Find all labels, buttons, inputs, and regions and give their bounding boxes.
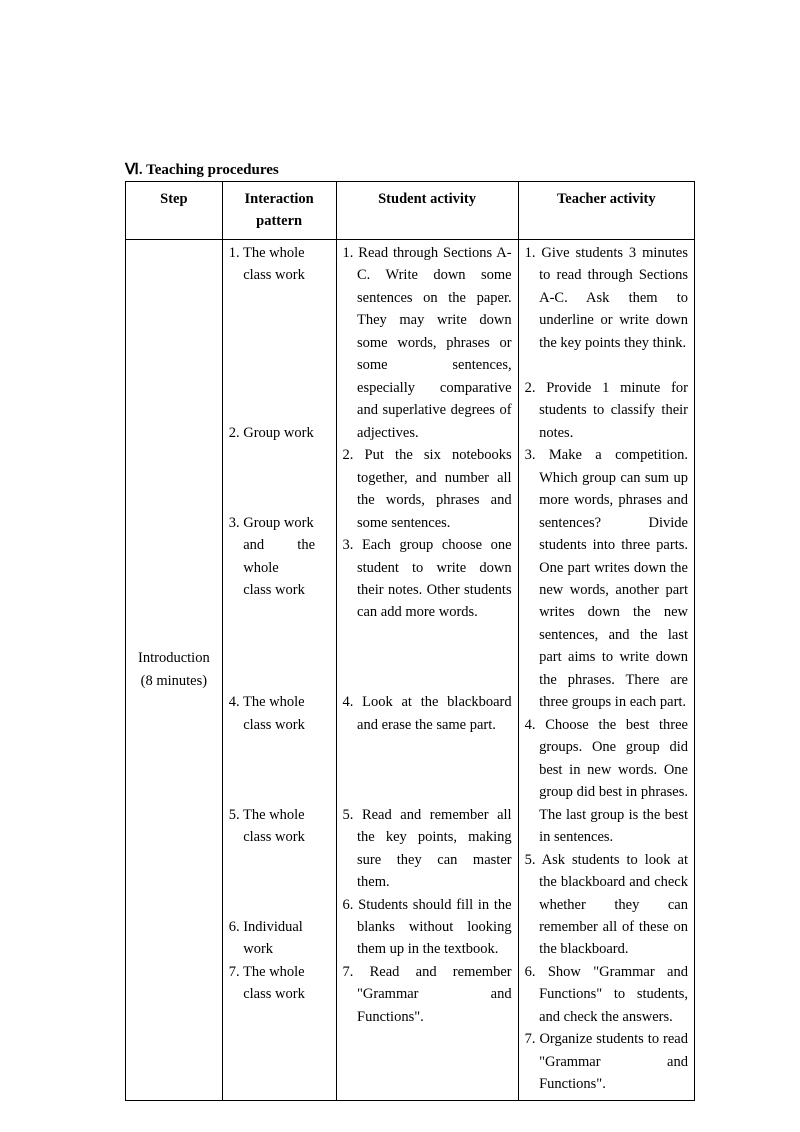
interaction-spacer <box>229 849 330 871</box>
teacher-item: 3. Make a competition. Which group can s… <box>525 444 688 714</box>
teacher-item: 7. Organize students to read "Grammar an… <box>525 1028 688 1095</box>
table-row: Introduction (8 minutes) 1. The whole cl… <box>126 239 695 1100</box>
interaction-spacer <box>229 669 330 691</box>
interaction-spacer <box>229 736 330 758</box>
col-student-header: Student activity <box>336 182 518 240</box>
interaction-spacer <box>229 759 330 781</box>
interaction-spacer <box>229 332 330 354</box>
col-teacher-header: Teacher activity <box>518 182 694 240</box>
interaction-spacer <box>343 646 512 668</box>
interaction-spacer <box>343 759 512 781</box>
interaction-spacer <box>343 736 512 758</box>
interaction-item: and the whole <box>229 534 330 579</box>
col-step-header: Step <box>126 182 223 240</box>
teacher-activity-cell: 1. Give students 3 minutes to read throu… <box>518 239 694 1100</box>
interaction-item: 3. Group work <box>229 512 330 534</box>
interaction-spacer <box>343 781 512 803</box>
interaction-item: class work <box>229 826 330 848</box>
student-activity-cell: 1. Read through Sections A-C. Write down… <box>336 239 518 1100</box>
interaction-spacer <box>229 354 330 376</box>
interaction-spacer <box>229 309 330 331</box>
interaction-cell: 1. The whole class work 2. Group work <box>222 239 336 1100</box>
interaction-item: class work <box>229 714 330 736</box>
interaction-spacer <box>229 287 330 309</box>
student-item: 3. Each group choose one student to writ… <box>343 534 512 624</box>
interaction-spacer <box>229 781 330 803</box>
interaction-item: 1. The whole <box>229 242 330 264</box>
interaction-spacer <box>229 377 330 399</box>
teacher-item: 4. Choose the best three groups. One gro… <box>525 714 688 849</box>
interaction-spacer <box>229 894 330 916</box>
interaction-spacer <box>229 489 330 511</box>
student-item: 7. Read and remember "Grammar and Functi… <box>343 961 512 1028</box>
interaction-spacer <box>229 467 330 489</box>
teacher-item: 2. Provide 1 minute for students to clas… <box>525 377 688 444</box>
step-cell: Introduction (8 minutes) <box>126 239 223 1100</box>
procedures-table: Step Interaction pattern Student activit… <box>125 181 695 1101</box>
interaction-spacer <box>525 354 688 376</box>
interaction-item: class work <box>229 264 330 286</box>
step-duration: (8 minutes) <box>132 670 216 692</box>
student-item: 6. Students should fill in the blanks wi… <box>343 894 512 961</box>
student-item: 1. Read through Sections A-C. Write down… <box>343 242 512 444</box>
table-header-row: Step Interaction pattern Student activit… <box>126 182 695 240</box>
teacher-item: 5. Ask students to look at the blackboar… <box>525 849 688 961</box>
interaction-item: work <box>229 938 330 960</box>
interaction-item: class work <box>229 983 330 1005</box>
interaction-spacer <box>229 624 330 646</box>
interaction-item: class work <box>229 579 330 601</box>
interaction-item: 2. Group work <box>229 422 330 444</box>
interaction-spacer <box>229 399 330 421</box>
interaction-item: 5. The whole <box>229 804 330 826</box>
interaction-spacer <box>343 669 512 691</box>
teacher-item: 6. Show "Grammar and Functions" to stude… <box>525 961 688 1028</box>
interaction-spacer <box>343 624 512 646</box>
section-heading: Ⅵ. Teaching procedures <box>125 160 695 179</box>
student-item: 5. Read and remember all the key points,… <box>343 804 512 894</box>
student-item: 2. Put the six notebooks together, and n… <box>343 444 512 534</box>
page: Ⅵ. Teaching procedures Step Interaction … <box>0 0 800 1132</box>
interaction-spacer <box>229 871 330 893</box>
step-name: Introduction <box>132 647 216 669</box>
interaction-item: 7. The whole <box>229 961 330 983</box>
interaction-item: 6. Individual <box>229 916 330 938</box>
interaction-item: 4. The whole <box>229 691 330 713</box>
interaction-spacer <box>229 444 330 466</box>
student-item: 4. Look at the blackboard and erase the … <box>343 691 512 736</box>
interaction-spacer <box>229 646 330 668</box>
interaction-spacer <box>229 601 330 623</box>
col-interaction-header: Interaction pattern <box>222 182 336 240</box>
teacher-item: 1. Give students 3 minutes to read throu… <box>525 242 688 354</box>
